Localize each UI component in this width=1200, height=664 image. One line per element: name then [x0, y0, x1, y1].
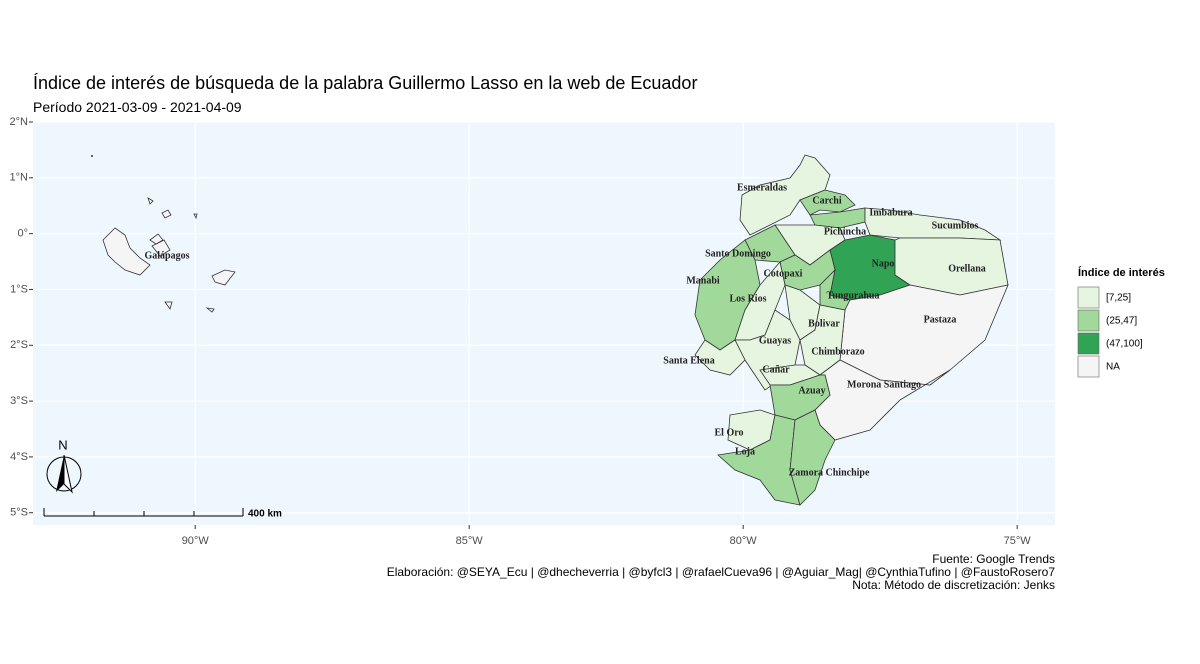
legend-label: (47,100]: [1106, 339, 1143, 350]
x-tick-label: 90°W: [182, 535, 210, 547]
province-shape: [799, 189, 856, 216]
y-tick-label: 3°S: [10, 395, 28, 407]
north-arrow-left: [56, 455, 64, 492]
legend-swatch: [1077, 332, 1100, 355]
province-shape: [149, 233, 164, 245]
province-label: Pastaza: [924, 314, 957, 325]
x-tick-label: 80°W: [730, 535, 758, 547]
y-tick-label: 1°S: [10, 283, 28, 295]
province-label: Morona Santiago: [847, 379, 921, 390]
province-shape: [211, 269, 236, 286]
province-label: Manabi: [686, 275, 720, 286]
north-arrow: N: [46, 437, 82, 494]
province-shape: [739, 154, 831, 236]
province-label: Orellana: [948, 263, 986, 274]
province-label: Tungurahua: [827, 290, 880, 301]
legend-label: [7,25]: [1106, 293, 1131, 304]
caption: Fuente: Google Trends: [932, 552, 1055, 566]
province-label: Carchi: [812, 195, 841, 206]
map-subtitle: Período 2021-03-09 - 2021-04-09: [33, 99, 242, 115]
province-label: Imbabura: [869, 207, 912, 218]
province-shape: [205, 307, 215, 313]
legend-swatch: [1077, 355, 1100, 378]
y-tick-label: 2°S: [10, 339, 28, 351]
province-label: Bolivar: [808, 318, 840, 329]
province-shape: [164, 301, 173, 310]
province-label: El Oro: [715, 427, 744, 438]
legend-swatch: [1077, 286, 1100, 309]
province-label: Pichincha: [824, 226, 866, 237]
y-tick-label: 0°: [17, 228, 28, 240]
province-label: Zamora Chinchipe: [789, 467, 870, 478]
province-shape: [694, 339, 746, 376]
legend-label: (25,47]: [1106, 316, 1137, 327]
province-label: Esmeraldas: [737, 182, 787, 193]
province-shape: [193, 213, 198, 220]
province-label: Azuay: [798, 385, 825, 396]
province-label: Napo: [872, 258, 895, 269]
province-shape: [147, 197, 154, 205]
y-tick-label: 2°N: [10, 116, 29, 128]
legend-label: NA: [1106, 362, 1120, 373]
x-tick-label: 85°W: [456, 535, 484, 547]
north-arrow-right: [63, 454, 73, 494]
province-label: Loja: [735, 446, 755, 457]
province-label: Sucumbios: [932, 220, 979, 231]
legend-title: Índice de interés: [1078, 266, 1165, 279]
caption: Elaboración: @SEYA_Ecu | @dhecheverria |…: [387, 565, 1056, 579]
island-dot: [91, 155, 93, 157]
province-label: Guayas: [759, 335, 791, 346]
y-tick-label: 5°S: [10, 507, 28, 519]
province-shape: [789, 409, 836, 506]
y-tick-label: 4°S: [10, 451, 28, 463]
scale-bar: 400 km: [43, 508, 282, 520]
province-labels: Esmeraldas Carchi Imbabura Sucumbios Pichi…: [144, 182, 985, 478]
scale-label: 400 km: [248, 509, 282, 520]
province-label: Cañar: [762, 364, 790, 375]
province-label: Cotopaxi: [764, 268, 803, 279]
caption: Nota: Método de discretización: Jenks: [852, 578, 1055, 592]
province-shape: [161, 209, 172, 219]
province-label: Santa Elena: [663, 355, 714, 366]
province-label: Los Rios: [730, 293, 767, 304]
province-label: Chimborazo: [811, 346, 864, 357]
province-label: Galápagos: [144, 250, 189, 261]
provinces: [91, 154, 1009, 506]
y-tick-label: 1°N: [10, 172, 29, 184]
legend: Índice de interés [7,25] (25,47] (47,100] N…: [1077, 266, 1165, 378]
map-title: Índice de interés de búsqueda de la pala…: [33, 73, 697, 93]
north-label: N: [58, 437, 67, 452]
legend-swatch: [1077, 309, 1100, 332]
province-shape: [102, 227, 151, 276]
province-label: Santo Domingo: [705, 248, 771, 259]
x-tick-label: 75°W: [1004, 535, 1032, 547]
